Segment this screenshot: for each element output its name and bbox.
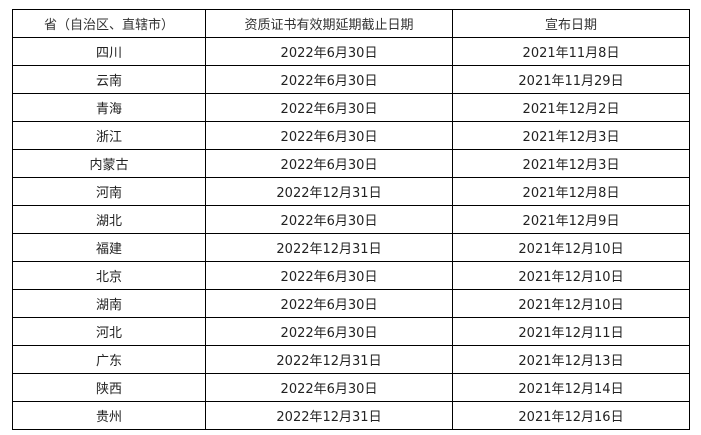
announce-date-cell: 2021年12月10日 — [452, 261, 690, 290]
province-cell: 贵州 — [12, 401, 206, 430]
province-cell: 湖北 — [12, 205, 206, 234]
announce-date-cell: 2021年12月14日 — [452, 373, 690, 402]
province-cell: 湖南 — [12, 289, 206, 318]
announce-date-cell: 2021年11月29日 — [452, 65, 690, 94]
province-cell: 广东 — [12, 345, 206, 374]
announce-date-cell: 2021年12月10日 — [452, 289, 690, 318]
announce-date-cell: 2021年12月9日 — [452, 205, 690, 234]
extension-deadline-cell: 2022年12月31日 — [205, 401, 453, 430]
extension-deadline-cell: 2022年12月31日 — [205, 177, 453, 206]
announce-date-cell: 2021年12月16日 — [452, 401, 690, 430]
announce-date-cell: 2021年12月3日 — [452, 149, 690, 178]
extension-deadline-cell: 2022年6月30日 — [205, 149, 453, 178]
header-announce-date: 宣布日期 — [452, 9, 690, 38]
province-cell: 北京 — [12, 261, 206, 290]
table-row: 河北 2022年6月30日 2021年12月11日 — [12, 317, 690, 346]
extension-deadline-cell: 2022年6月30日 — [205, 373, 453, 402]
announce-date-cell: 2021年12月8日 — [452, 177, 690, 206]
table-row: 北京 2022年6月30日 2021年12月10日 — [12, 261, 690, 290]
table-row: 云南 2022年6月30日 2021年11月29日 — [12, 65, 690, 94]
extension-deadline-cell: 2022年6月30日 — [205, 289, 453, 318]
table-row: 陕西 2022年6月30日 2021年12月14日 — [12, 373, 690, 402]
table-row: 内蒙古 2022年6月30日 2021年12月3日 — [12, 149, 690, 178]
table-row: 浙江 2022年6月30日 2021年12月3日 — [12, 121, 690, 150]
announce-date-cell: 2021年12月11日 — [452, 317, 690, 346]
announce-date-cell: 2021年12月10日 — [452, 233, 690, 262]
table-row: 河南 2022年12月31日 2021年12月8日 — [12, 177, 690, 206]
extension-deadline-cell: 2022年12月31日 — [205, 345, 453, 374]
extension-deadline-cell: 2022年6月30日 — [205, 261, 453, 290]
announce-date-cell: 2021年11月8日 — [452, 37, 690, 66]
province-cell: 内蒙古 — [12, 149, 206, 178]
province-cell: 河北 — [12, 317, 206, 346]
header-row: 省（自治区、直辖市） 资质证书有效期延期截止日期 宣布日期 — [12, 9, 690, 38]
extension-deadline-cell: 2022年6月30日 — [205, 37, 453, 66]
table-row: 广东 2022年12月31日 2021年12月13日 — [12, 345, 690, 374]
header-province: 省（自治区、直辖市） — [12, 9, 206, 38]
province-cell: 青海 — [12, 93, 206, 122]
province-cell: 福建 — [12, 233, 206, 262]
header-extension-deadline: 资质证书有效期延期截止日期 — [205, 9, 453, 38]
extension-deadline-cell: 2022年6月30日 — [205, 317, 453, 346]
table-row: 湖北 2022年6月30日 2021年12月9日 — [12, 205, 690, 234]
province-cell: 河南 — [12, 177, 206, 206]
province-cell: 陕西 — [12, 373, 206, 402]
province-cell: 浙江 — [12, 121, 206, 150]
announce-date-cell: 2021年12月13日 — [452, 345, 690, 374]
announce-date-cell: 2021年12月2日 — [452, 93, 690, 122]
extension-deadline-cell: 2022年6月30日 — [205, 205, 453, 234]
table-row: 青海 2022年6月30日 2021年12月2日 — [12, 93, 690, 122]
table-row: 四川 2022年6月30日 2021年11月8日 — [12, 37, 690, 66]
province-cell: 云南 — [12, 65, 206, 94]
certificate-extension-table: 省（自治区、直辖市） 资质证书有效期延期截止日期 宣布日期 四川 2022年6月3… — [12, 9, 690, 430]
province-cell: 四川 — [12, 37, 206, 66]
extension-deadline-cell: 2022年6月30日 — [205, 93, 453, 122]
table-row: 贵州 2022年12月31日 2021年12月16日 — [12, 401, 690, 430]
extension-deadline-cell: 2022年6月30日 — [205, 65, 453, 94]
extension-deadline-cell: 2022年12月31日 — [205, 233, 453, 262]
table-row: 福建 2022年12月31日 2021年12月10日 — [12, 233, 690, 262]
announce-date-cell: 2021年12月3日 — [452, 121, 690, 150]
table-row: 湖南 2022年6月30日 2021年12月10日 — [12, 289, 690, 318]
extension-deadline-cell: 2022年6月30日 — [205, 121, 453, 150]
